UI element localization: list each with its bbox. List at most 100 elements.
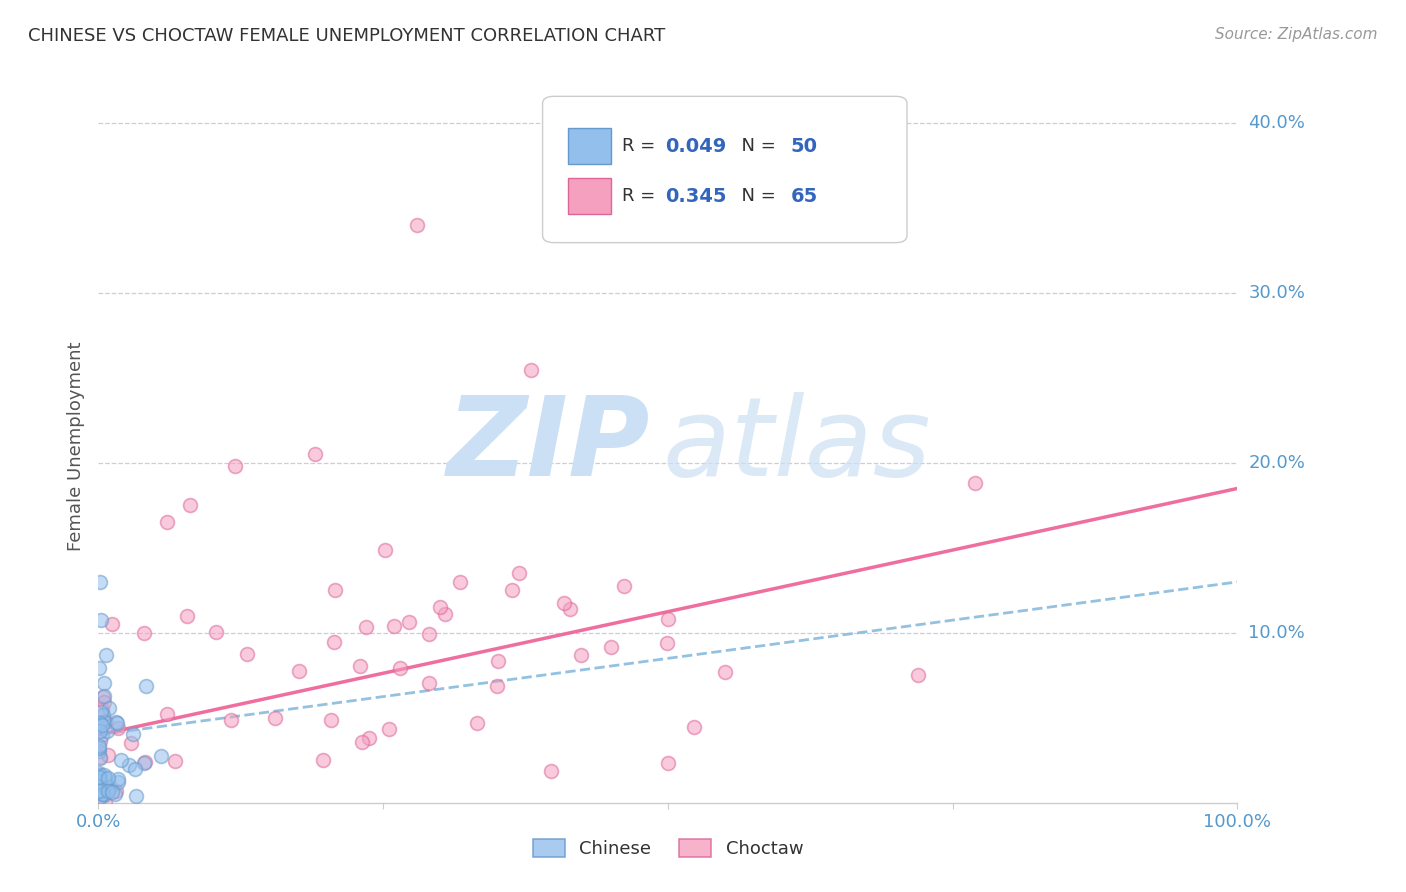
Point bbox=[89, 768, 111, 782]
Point bbox=[465, 716, 488, 731]
Point bbox=[714, 665, 737, 679]
Point bbox=[96, 724, 118, 739]
Point bbox=[418, 675, 440, 690]
Point bbox=[89, 780, 111, 794]
Point bbox=[93, 768, 115, 782]
Point bbox=[124, 762, 146, 776]
Point bbox=[356, 620, 378, 634]
Point bbox=[105, 715, 128, 730]
Point bbox=[132, 756, 155, 770]
Point bbox=[91, 708, 114, 723]
Text: 50: 50 bbox=[790, 136, 818, 156]
Point bbox=[312, 753, 335, 767]
Point bbox=[101, 785, 124, 799]
Point bbox=[89, 661, 111, 675]
Point bbox=[304, 448, 326, 462]
Point bbox=[89, 749, 111, 764]
Point bbox=[156, 707, 179, 722]
Point bbox=[110, 753, 132, 767]
FancyBboxPatch shape bbox=[568, 178, 612, 214]
Point bbox=[90, 613, 112, 627]
Point bbox=[558, 602, 581, 616]
Point bbox=[104, 788, 127, 802]
Point bbox=[87, 739, 110, 753]
Point bbox=[104, 714, 127, 729]
Point bbox=[163, 754, 186, 768]
Point bbox=[97, 784, 120, 798]
Point bbox=[600, 640, 623, 654]
Point bbox=[118, 758, 141, 772]
Text: R =: R = bbox=[623, 137, 661, 155]
Point bbox=[288, 664, 311, 678]
Point bbox=[613, 578, 636, 592]
Point bbox=[236, 647, 259, 661]
Point bbox=[87, 765, 110, 780]
Point bbox=[389, 661, 412, 675]
Point bbox=[94, 648, 117, 662]
Point bbox=[93, 676, 115, 690]
Point bbox=[156, 516, 179, 530]
Point bbox=[384, 619, 406, 633]
Y-axis label: Female Unemployment: Female Unemployment bbox=[67, 342, 86, 550]
Point bbox=[87, 786, 110, 800]
Point bbox=[374, 543, 396, 558]
Point bbox=[520, 362, 543, 376]
Text: R =: R = bbox=[623, 187, 661, 205]
Point bbox=[89, 724, 111, 739]
FancyBboxPatch shape bbox=[543, 96, 907, 243]
Text: ZIP: ZIP bbox=[447, 392, 651, 500]
Point bbox=[540, 764, 562, 778]
Text: atlas: atlas bbox=[662, 392, 931, 500]
Point bbox=[323, 582, 346, 597]
Point bbox=[89, 790, 111, 805]
Text: 65: 65 bbox=[790, 186, 818, 206]
Point bbox=[657, 612, 679, 626]
Text: N =: N = bbox=[731, 137, 782, 155]
Legend: Chinese, Choctaw: Chinese, Choctaw bbox=[526, 831, 810, 865]
Point bbox=[655, 636, 678, 650]
Point bbox=[89, 574, 111, 589]
Text: 0.345: 0.345 bbox=[665, 186, 727, 206]
FancyBboxPatch shape bbox=[568, 128, 612, 164]
Point bbox=[224, 459, 246, 474]
Point bbox=[104, 784, 127, 798]
Point bbox=[965, 476, 987, 491]
Text: N =: N = bbox=[731, 187, 782, 205]
Point bbox=[91, 787, 114, 801]
Point bbox=[349, 659, 371, 673]
Point bbox=[90, 705, 112, 719]
Point bbox=[93, 696, 115, 710]
Point bbox=[508, 566, 530, 581]
Text: 20.0%: 20.0% bbox=[1249, 454, 1305, 472]
Point bbox=[553, 596, 575, 610]
Point bbox=[107, 774, 129, 789]
Point bbox=[107, 721, 129, 735]
Point bbox=[96, 748, 118, 763]
Point bbox=[406, 218, 429, 232]
Point bbox=[89, 740, 111, 755]
Point bbox=[90, 787, 112, 801]
Point bbox=[90, 702, 112, 716]
Text: CHINESE VS CHOCTAW FEMALE UNEMPLOYMENT CORRELATION CHART: CHINESE VS CHOCTAW FEMALE UNEMPLOYMENT C… bbox=[28, 27, 665, 45]
Point bbox=[418, 627, 440, 641]
Point bbox=[449, 575, 471, 590]
Point bbox=[657, 756, 679, 771]
Point bbox=[97, 700, 120, 714]
Point bbox=[907, 668, 929, 682]
Point bbox=[323, 634, 346, 648]
Point bbox=[357, 731, 380, 745]
Point bbox=[501, 582, 523, 597]
Point bbox=[264, 711, 287, 725]
Point bbox=[179, 499, 201, 513]
Point bbox=[94, 795, 117, 809]
Point bbox=[134, 755, 156, 769]
Point bbox=[120, 736, 142, 750]
Point bbox=[205, 625, 228, 640]
Text: 10.0%: 10.0% bbox=[1249, 624, 1305, 642]
Point bbox=[98, 780, 121, 794]
Point bbox=[87, 784, 110, 798]
Point bbox=[107, 772, 129, 786]
Point bbox=[219, 713, 242, 727]
Point bbox=[91, 690, 114, 704]
Point bbox=[90, 718, 112, 732]
